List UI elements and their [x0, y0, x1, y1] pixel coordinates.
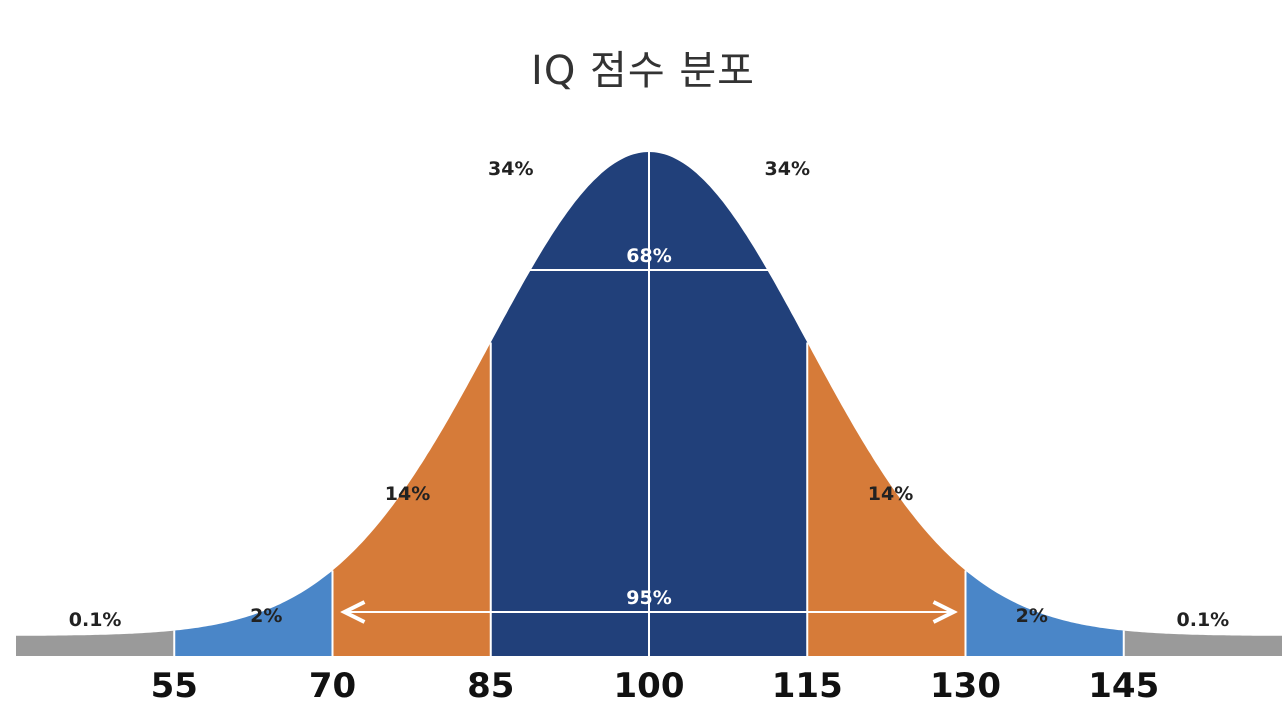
band-labels: 0.1% 2% 14% 34% 34% 14% 2% 0.1%: [69, 158, 1229, 631]
band-0: [16, 630, 175, 656]
x-tick-label-1: 70: [309, 666, 356, 706]
band-dividers: [173, 152, 1125, 656]
band-6: [965, 570, 1124, 656]
band-5: [807, 342, 966, 656]
x-tick-label-2: 85: [467, 666, 514, 706]
x-tick-label-5: 130: [930, 666, 1001, 706]
band-label-5: 14%: [868, 483, 913, 505]
band-label-3: 34%: [488, 158, 533, 180]
band-label-7: 0.1%: [1177, 609, 1230, 631]
band-4: [649, 152, 808, 656]
band-7: [1123, 630, 1282, 656]
x-tick-label-4: 115: [772, 666, 843, 706]
range-label-0: 68%: [626, 245, 671, 267]
band-label-2: 14%: [385, 483, 430, 505]
chart-title-text: IQ 점수 분포: [531, 48, 755, 94]
band-2: [332, 342, 491, 656]
x-axis-ticks: 55 70 85 100 115 130 145: [151, 666, 1160, 706]
chart-title: IQ 점수 분포: [0, 38, 1286, 96]
x-tick-label-6: 145: [1088, 666, 1159, 706]
band-label-1: 2%: [250, 605, 282, 627]
range-arrows: 68% 95%: [345, 245, 954, 612]
band-label-6: 2%: [1016, 605, 1048, 627]
x-tick-label-0: 55: [151, 666, 198, 706]
range-label-1: 95%: [626, 587, 671, 609]
band-3: [490, 152, 649, 656]
band-1: [174, 570, 333, 656]
x-tick-label-3: 100: [614, 666, 685, 706]
band-label-0: 0.1%: [69, 609, 122, 631]
band-label-4: 34%: [765, 158, 810, 180]
